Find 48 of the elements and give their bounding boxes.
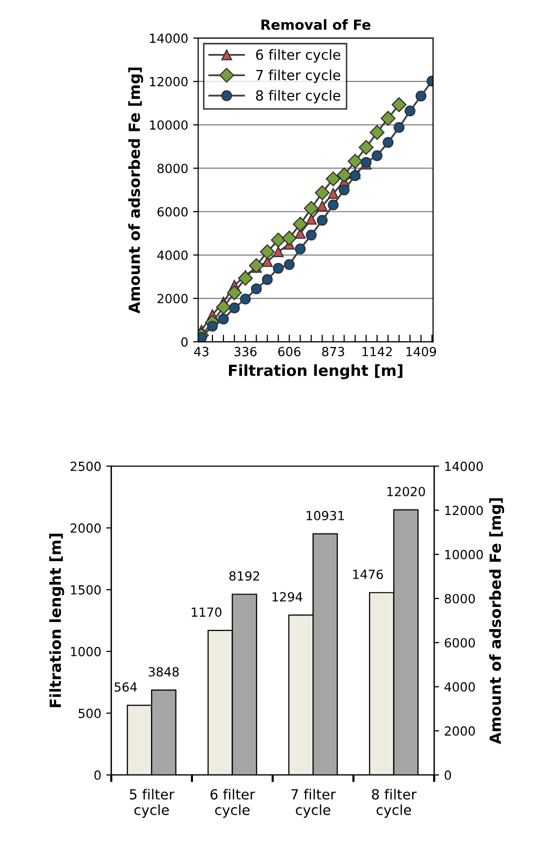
y-tick-label: 2500 [70,462,101,472]
y-tick-label: 4000 [157,250,188,260]
y-tick-label: 10000 [150,120,188,130]
data-label: 10931 [306,510,344,520]
x-tick-label: 43 [194,346,208,356]
legend-label: 8 filter cycle [256,90,340,104]
x-tick-label: 7 filter cycle [291,788,336,818]
y-tick-label: 6000 [158,207,188,217]
y2-tick-label: 14000 [445,462,483,472]
y-tick-label: 2000 [158,294,188,304]
data-label: 564 [114,682,137,692]
y-tick-label: 8000 [157,164,188,174]
y-tick-label: 500 [78,708,101,718]
y-tick-label: 2000 [70,523,101,533]
x-axis-title: Filtration lenght [m] [228,364,402,380]
y-tick-label: 1000 [71,646,101,656]
x-tick-label: 5 filter cycle [130,788,174,818]
data-label: 1294 [272,592,302,602]
data-label: 8192 [229,571,260,581]
y2-axis-title: Amount of adsorbed Fe [mg] [489,498,504,744]
y2-tick-label: 10000 [445,550,483,560]
data-label: 1170 [192,607,222,617]
x-tick-label: 1409 [406,346,436,356]
y-tick-label: 0 [181,337,188,347]
y2-tick-label: 8000 [444,594,475,604]
y-tick-label: 12000 [150,76,188,86]
x-tick-label: 8 filter cycle [372,788,417,818]
x-tick-label: 6 filter cycle [210,788,256,818]
y2-tick-label: 2000 [444,726,475,736]
y-tick-label: 1500 [71,585,101,595]
data-label: 12020 [387,486,425,496]
x-tick-label: 336 [234,346,257,356]
legend-label: 7 filter cycle [256,70,340,84]
y2-tick-label: 4000 [444,682,475,692]
y2-tick-label: 0 [444,770,452,780]
y-axis-title: Filtration lenght [m] [49,534,64,708]
x-tick-label: 606 [278,346,300,356]
y-tick-label: 14000 [150,34,188,43]
data-label: 3848 [148,667,179,677]
y-axis-title: Amount of adsorbed Fe [mg] [128,68,144,314]
y2-tick-label: 12000 [445,506,483,516]
x-tick-label: 1142 [362,346,392,356]
y2-tick-label: 6000 [444,638,475,648]
legend-label: 6 filter cycle [256,49,340,63]
data-label: 1476 [353,570,383,580]
x-tick-label: 873 [322,346,344,356]
chart-title: Removal of Fe [261,19,370,30]
y-tick-label: 0 [94,770,101,780]
